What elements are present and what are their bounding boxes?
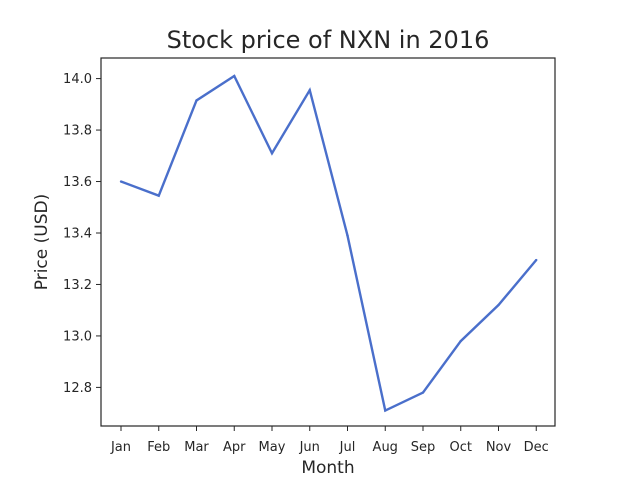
x-tick-label: Feb [147,440,170,455]
data-point [233,74,236,78]
data-point [346,234,349,237]
x-tick-label: Sep [411,440,436,455]
series-layer [119,74,538,413]
chart-title: Stock price of NXN in 2016 [167,26,490,54]
y-tick-label: 13.8 [63,124,92,139]
x-tick-label: Dec [524,440,549,455]
data-point [459,339,462,343]
data-point [308,88,311,92]
plot-area [100,57,556,427]
y-tick-label: 12.8 [63,381,92,396]
x-tick-label: Jan [110,440,131,455]
data-point [270,152,274,155]
y-axis: 12.8 13.0 13.2 13.4 13.6 13.8 14.0 [63,72,101,396]
x-axis-label: Month [301,458,354,478]
data-point [195,99,198,102]
x-tick-label: Oct [450,440,472,455]
data-point [119,180,123,183]
x-tick-label: May [259,440,286,455]
data-point [421,391,425,394]
x-tick-label: Jun [299,440,320,455]
y-tick-label: 13.0 [63,329,92,344]
y-tick-label: 13.2 [63,278,92,293]
series-line-0 [120,74,538,413]
x-tick-label: Apr [223,440,246,455]
data-point [157,194,160,197]
y-tick-label: 13.4 [63,226,92,241]
x-tick-label: Jul [339,440,356,455]
x-axis: Jan Feb Mar Apr May Jun Jul Aug Sep Oct Nov Dec [110,426,549,455]
x-tick-label: Mar [184,440,209,455]
data-point [497,303,500,307]
x-tick-label: Aug [373,440,398,455]
y-tick-label: 14.0 [63,72,92,87]
y-tick-label: 13.6 [63,175,92,190]
x-tick-label: Nov [486,440,512,455]
data-point [384,409,387,412]
data-point [535,258,538,262]
y-axis-label: Price (USD) [32,194,52,290]
